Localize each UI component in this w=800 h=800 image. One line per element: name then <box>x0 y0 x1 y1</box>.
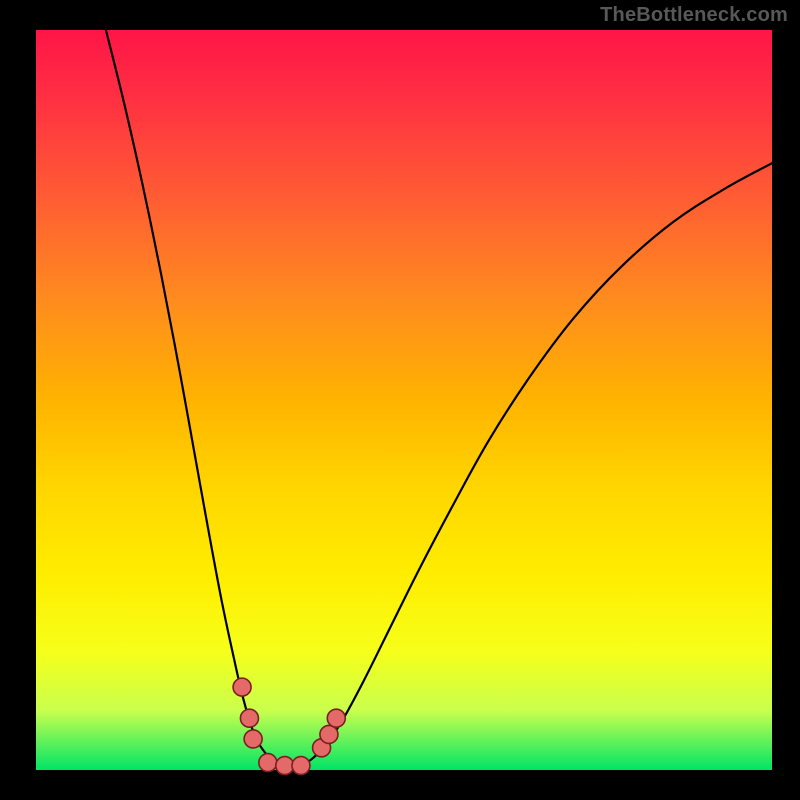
figure-root: { "meta": { "attribution": "TheBottlenec… <box>0 0 800 800</box>
attribution-text: TheBottleneck.com <box>600 4 788 27</box>
plot-area <box>36 30 772 770</box>
